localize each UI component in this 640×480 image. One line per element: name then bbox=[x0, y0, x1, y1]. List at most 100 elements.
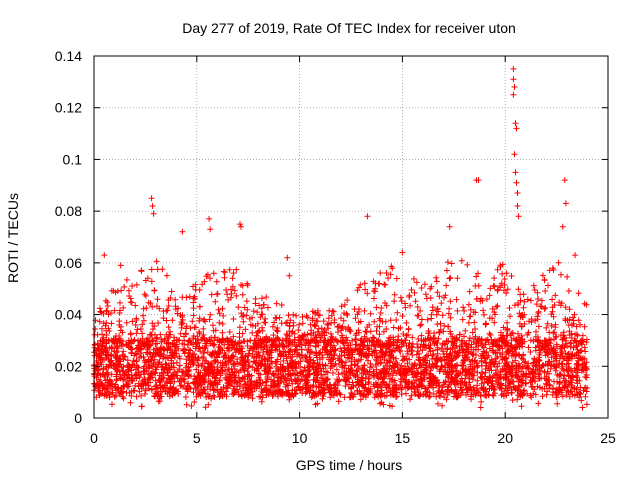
data-point bbox=[154, 296, 161, 303]
data-point bbox=[447, 298, 454, 305]
data-point bbox=[219, 329, 226, 336]
data-point bbox=[405, 331, 411, 338]
data-point bbox=[561, 177, 568, 184]
data-point bbox=[244, 282, 251, 289]
data-point bbox=[193, 340, 200, 347]
x-tick-label: 25 bbox=[600, 430, 616, 446]
data-point bbox=[512, 169, 519, 176]
data-point bbox=[581, 344, 588, 351]
data-point bbox=[533, 328, 539, 335]
data-point bbox=[289, 353, 296, 360]
data-point bbox=[408, 286, 415, 293]
data-point bbox=[341, 394, 348, 401]
data-point bbox=[434, 321, 441, 328]
data-point bbox=[234, 356, 241, 363]
data-point bbox=[380, 378, 387, 385]
data-point bbox=[554, 400, 561, 407]
data-point bbox=[216, 350, 223, 357]
data-point bbox=[564, 343, 570, 349]
data-point bbox=[111, 393, 118, 400]
data-point bbox=[128, 299, 135, 306]
data-point bbox=[535, 375, 542, 382]
y-tick-label: 0.12 bbox=[55, 100, 82, 116]
data-point bbox=[534, 296, 541, 302]
data-point bbox=[508, 373, 515, 380]
data-point bbox=[566, 306, 573, 313]
data-point bbox=[169, 392, 176, 399]
data-point bbox=[583, 336, 590, 343]
data-point bbox=[549, 308, 556, 315]
data-point bbox=[472, 333, 479, 340]
data-point bbox=[534, 289, 541, 296]
data-point bbox=[141, 357, 148, 364]
data-point bbox=[319, 395, 326, 402]
data-point bbox=[423, 392, 430, 399]
data-point bbox=[288, 329, 295, 336]
data-point bbox=[141, 391, 148, 397]
data-point bbox=[546, 382, 553, 389]
data-point bbox=[177, 330, 184, 337]
data-point bbox=[214, 290, 221, 297]
data-point bbox=[179, 228, 186, 235]
data-point bbox=[483, 296, 490, 303]
data-point bbox=[412, 298, 419, 305]
data-point bbox=[273, 327, 280, 334]
data-point bbox=[307, 330, 314, 337]
data-point bbox=[240, 318, 247, 325]
data-point bbox=[421, 281, 428, 288]
data-point bbox=[340, 317, 347, 324]
data-point bbox=[482, 320, 489, 327]
data-point bbox=[286, 272, 293, 279]
data-point bbox=[273, 300, 280, 307]
data-point bbox=[418, 316, 425, 323]
data-point bbox=[322, 362, 329, 369]
data-point bbox=[132, 350, 139, 357]
data-point bbox=[461, 307, 468, 314]
data-point bbox=[545, 370, 552, 377]
data-point bbox=[165, 324, 172, 331]
data-point bbox=[133, 330, 140, 337]
data-point bbox=[119, 329, 126, 336]
data-point bbox=[123, 389, 130, 396]
data-point bbox=[259, 295, 265, 302]
grid-lines bbox=[94, 56, 608, 418]
data-point bbox=[225, 296, 232, 303]
data-point bbox=[299, 320, 306, 327]
data-point bbox=[371, 318, 378, 325]
data-point bbox=[127, 330, 134, 337]
data-point bbox=[157, 331, 164, 338]
data-point bbox=[460, 304, 467, 311]
data-point bbox=[377, 310, 384, 316]
data-point bbox=[126, 293, 133, 299]
data-point bbox=[426, 345, 433, 352]
data-point bbox=[226, 266, 233, 273]
data-point bbox=[486, 292, 493, 299]
data-point bbox=[212, 375, 219, 382]
data-point bbox=[296, 321, 303, 328]
data-point bbox=[139, 321, 146, 328]
data-point bbox=[581, 323, 588, 330]
data-point bbox=[250, 308, 257, 315]
data-point bbox=[510, 91, 517, 98]
data-point bbox=[249, 395, 256, 402]
data-point bbox=[309, 317, 316, 324]
data-point bbox=[427, 295, 434, 301]
data-point bbox=[535, 310, 542, 316]
data-point bbox=[579, 332, 586, 339]
data-point bbox=[311, 323, 318, 330]
data-point bbox=[190, 335, 197, 342]
data-point bbox=[382, 281, 389, 288]
data-point bbox=[129, 283, 136, 289]
data-point bbox=[149, 354, 155, 360]
data-point bbox=[329, 370, 336, 376]
data-point bbox=[498, 386, 505, 392]
data-point bbox=[461, 333, 467, 340]
data-point bbox=[520, 304, 527, 311]
data-point bbox=[386, 402, 393, 409]
data-point bbox=[284, 332, 291, 339]
data-point bbox=[527, 349, 534, 355]
data-point bbox=[145, 362, 152, 369]
data-point bbox=[478, 374, 485, 381]
data-point bbox=[113, 366, 120, 373]
data-point bbox=[127, 399, 134, 406]
